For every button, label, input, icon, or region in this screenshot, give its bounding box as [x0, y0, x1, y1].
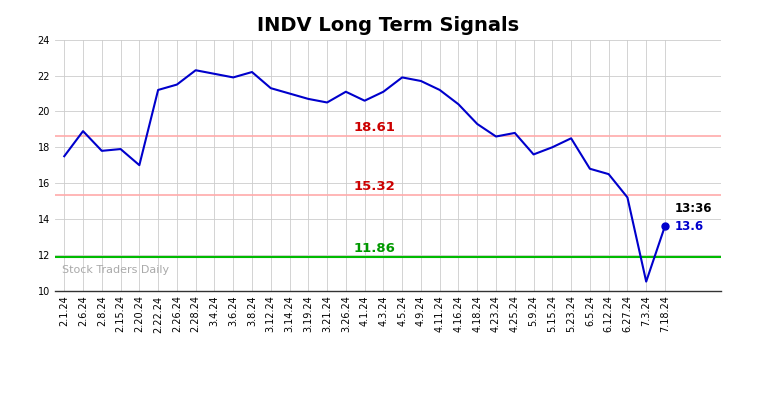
Title: INDV Long Term Signals: INDV Long Term Signals: [257, 16, 519, 35]
Text: 11.86: 11.86: [353, 242, 395, 255]
Text: 13.6: 13.6: [674, 220, 703, 232]
Text: 18.61: 18.61: [353, 121, 395, 134]
Text: 13:36: 13:36: [674, 202, 712, 215]
Text: 15.32: 15.32: [353, 179, 395, 193]
Text: Stock Traders Daily: Stock Traders Daily: [61, 265, 169, 275]
